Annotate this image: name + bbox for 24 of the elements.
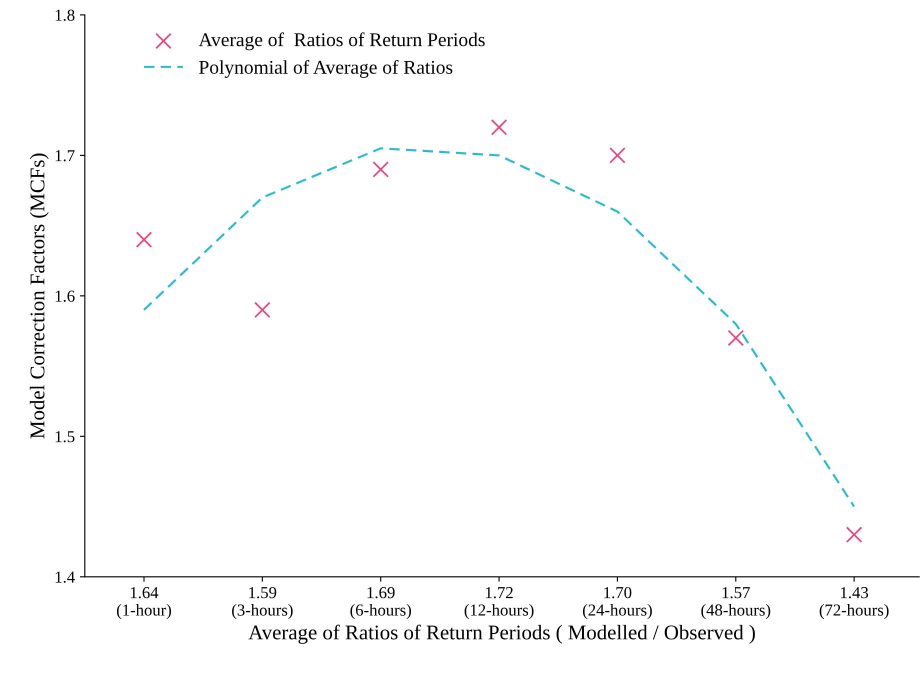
legend-label: Polynomial of Average of Ratios	[199, 60, 452, 78]
x-tick-label: 1.69 (6-hours)	[350, 587, 411, 620]
legend-label: Average of Ratios of Return Periods	[198, 32, 485, 50]
x-tick-label: 1.64 (1-hour)	[116, 587, 172, 620]
y-tick-label: 1.5	[56, 431, 74, 442]
point	[372, 161, 389, 178]
point	[490, 119, 508, 136]
y-tick-label: 1.6	[56, 290, 75, 302]
x-tick-label: 1.59 (3-hours)	[232, 587, 293, 620]
x-tick-label: 1.70 (24-hours)	[582, 587, 652, 620]
x-axis-title: Average of Ratios of Return Periods ( Modelled / Observed )	[248, 624, 755, 644]
point	[609, 147, 626, 164]
x-tick-label: 1.57 (48-hours)	[701, 587, 770, 620]
point	[136, 232, 152, 248]
y-axis-title: Model Correction Factors (MCFs)	[30, 154, 49, 438]
y-tick-label: 1.7	[56, 150, 75, 162]
point	[254, 302, 270, 318]
x-tick-label: 1.43 (72-hours)	[820, 587, 889, 620]
y-tick-label: 1.8	[56, 10, 74, 21]
y-tick-label: 1.4	[56, 572, 75, 583]
x-tick-label: 1.72 (12-hours)	[464, 587, 534, 620]
point	[846, 526, 862, 543]
line-series	[142, 147, 856, 508]
point	[728, 330, 744, 346]
